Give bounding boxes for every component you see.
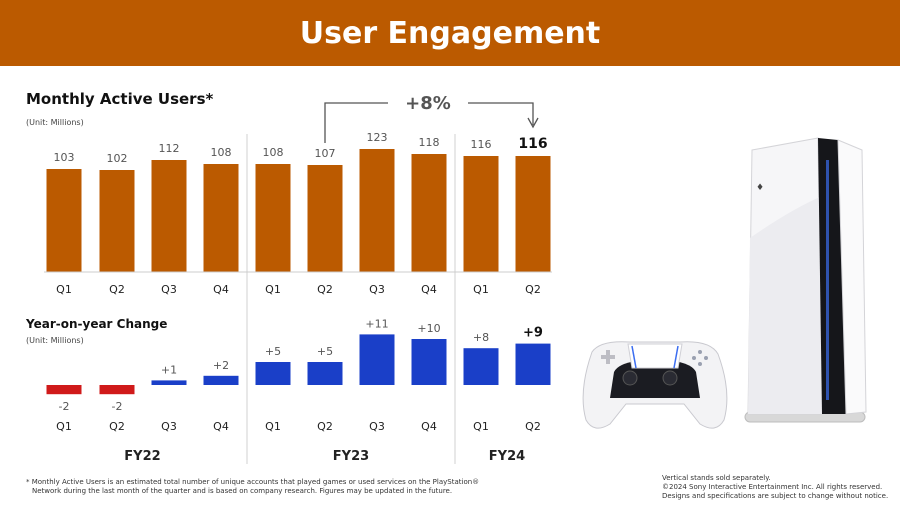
mau-bar <box>515 156 551 272</box>
yoy-data-label: +11 <box>365 317 388 330</box>
yoy-category-label: Q1 <box>265 420 281 433</box>
yoy-data-label: -2 <box>112 400 123 413</box>
mau-bar <box>463 156 499 272</box>
footnote-line-1: * Monthly Active Users is an estimated t… <box>26 478 480 486</box>
mau-category-label: Q1 <box>265 283 281 296</box>
legal-line-1: Vertical stands sold separately. <box>662 474 771 482</box>
yoy-bar <box>255 362 291 385</box>
console-image: ♦ <box>744 137 867 423</box>
yoy-bar <box>463 348 499 385</box>
mau-data-label: 107 <box>315 147 336 160</box>
mau-chart-unit: (Unit: Millions) <box>26 118 84 127</box>
footnote: * Monthly Active Users is an estimated t… <box>26 478 506 496</box>
yoy-category-label: Q1 <box>56 420 72 433</box>
mau-bar <box>411 154 447 272</box>
legal-line-3: Designs and specifications are subject t… <box>662 492 889 500</box>
mau-data-label: 116 <box>518 136 547 152</box>
yoy-category-label: Q3 <box>369 420 385 433</box>
mau-chart-title: Monthly Active Users* <box>26 90 214 108</box>
mau-bar <box>359 149 395 272</box>
mau-data-label: 118 <box>419 136 440 149</box>
growth-arrow-head <box>527 117 539 129</box>
mau-bar <box>255 164 291 272</box>
mau-data-label: 116 <box>471 138 492 151</box>
yoy-data-label: +9 <box>523 326 543 341</box>
title-banner: User Engagement <box>0 0 900 66</box>
mau-bar <box>46 169 82 272</box>
yoy-data-label: -2 <box>59 400 70 413</box>
yoy-data-label: +2 <box>213 359 229 372</box>
yoy-category-label: Q3 <box>161 420 177 433</box>
yoy-category-label: Q2 <box>317 420 333 433</box>
yoy-chart-title: Year-on-year Change <box>26 317 168 331</box>
yoy-data-label: +1 <box>161 363 177 376</box>
mau-bar <box>307 165 343 272</box>
mau-category-label: Q4 <box>421 283 437 296</box>
mau-bar <box>203 164 239 272</box>
mau-data-label: 103 <box>54 151 75 164</box>
page-title: User Engagement <box>299 15 601 51</box>
mau-data-label: 108 <box>263 146 284 159</box>
mau-category-label: Q2 <box>317 283 333 296</box>
mau-bar <box>151 160 187 272</box>
yoy-bar <box>515 343 551 385</box>
yoy-category-label: Q1 <box>473 420 489 433</box>
fiscal-year-label: FY24 <box>489 449 525 464</box>
yoy-bar <box>359 334 395 385</box>
controller-image <box>582 341 728 429</box>
mau-data-label: 123 <box>367 131 388 144</box>
yoy-data-label: +10 <box>417 322 440 335</box>
growth-bracket-left <box>324 102 388 143</box>
mau-category-label: Q1 <box>473 283 489 296</box>
yoy-data-label: +5 <box>265 345 281 358</box>
growth-bracket-right <box>468 102 534 125</box>
yoy-category-label: Q2 <box>525 420 541 433</box>
yoy-chart-unit: (Unit: Millions) <box>26 336 84 345</box>
fiscal-year-label: FY22 <box>124 449 160 464</box>
mau-bar <box>99 170 135 272</box>
yoy-category-label: Q4 <box>213 420 229 433</box>
legal-line-2: ©2024 Sony Interactive Entertainment Inc… <box>662 483 883 491</box>
yoy-bar <box>151 380 187 385</box>
svg-text:♦: ♦ <box>756 183 764 193</box>
mau-category-label: Q3 <box>369 283 385 296</box>
yoy-bar <box>203 375 239 385</box>
yoy-data-label: +5 <box>317 345 333 358</box>
yoy-bar <box>99 385 135 395</box>
yoy-data-label: +8 <box>473 331 489 344</box>
mau-data-label: 112 <box>159 142 180 155</box>
mau-category-label: Q4 <box>213 283 229 296</box>
yoy-bar <box>307 362 343 385</box>
yoy-bar <box>411 339 447 385</box>
mau-data-label: 102 <box>107 152 128 165</box>
footnote-line-2: Network during the last month of the qua… <box>32 487 453 495</box>
growth-callout: +8% <box>405 93 451 114</box>
legal-notice: Vertical stands sold separately. ©2024 S… <box>662 474 898 501</box>
yoy-category-label: Q2 <box>109 420 125 433</box>
mau-category-label: Q3 <box>161 283 177 296</box>
yoy-bar <box>46 385 82 395</box>
fiscal-year-label: FY23 <box>333 449 369 464</box>
mau-category-label: Q1 <box>56 283 72 296</box>
mau-data-label: 108 <box>211 146 232 159</box>
mau-category-label: Q2 <box>109 283 125 296</box>
yoy-category-label: Q4 <box>421 420 437 433</box>
mau-category-label: Q2 <box>525 283 541 296</box>
